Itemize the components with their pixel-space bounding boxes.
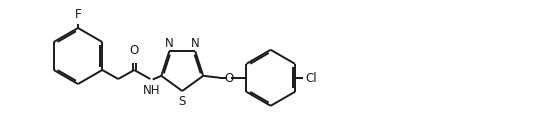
Text: Cl: Cl <box>305 72 317 85</box>
Text: O: O <box>129 44 139 56</box>
Text: S: S <box>179 94 186 107</box>
Text: O: O <box>224 72 233 85</box>
Text: N: N <box>164 36 173 49</box>
Text: NH: NH <box>143 84 160 97</box>
Text: N: N <box>191 36 200 49</box>
Text: F: F <box>75 8 81 21</box>
